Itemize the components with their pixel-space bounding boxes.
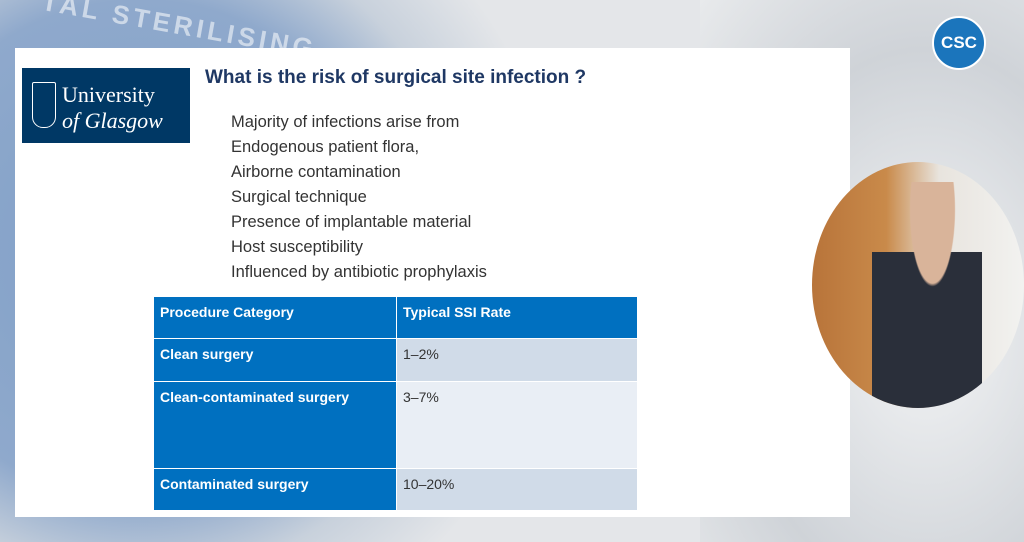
- header-row: Procedure Category Typical SSI Rate: [153, 296, 638, 339]
- university-logo: University of Glasgow: [22, 68, 190, 143]
- logo-text: University: [62, 82, 155, 107]
- table-row: Clean surgery 1–2%: [153, 338, 638, 382]
- table-row: Clean-contaminated surgery 3–7%: [153, 381, 638, 469]
- bullet: Majority of infections arise from: [231, 113, 460, 131]
- table-cell: 10–20%: [396, 468, 638, 511]
- bullet-list: Majority of infections arise from Endogen…: [231, 110, 487, 285]
- bullet: Airborne contamination: [231, 163, 401, 181]
- speaker-video: [812, 162, 1024, 408]
- csc-badge: CSC: [932, 16, 986, 70]
- table-cell: 1–2%: [396, 338, 638, 382]
- bullet: Influenced by antibiotic prophylaxis: [231, 263, 487, 281]
- ssi-table: Procedure Category Typical SSI Rate Clean …: [153, 296, 638, 511]
- slide: University of Glasgow What is the risk o…: [15, 48, 850, 517]
- table-row: Contaminated surgery 10–20%: [153, 468, 638, 511]
- speaker: [872, 182, 982, 408]
- table-cell: Contaminated surgery: [153, 468, 397, 511]
- slide-title: What is the risk of surgical site infect…: [205, 67, 587, 88]
- logo-text: of Glasgow: [62, 108, 163, 133]
- table-cell: Clean surgery: [153, 338, 397, 382]
- header-cell: Procedure Category: [153, 296, 397, 339]
- table-cell: 3–7%: [396, 381, 638, 469]
- bullet: Surgical technique: [231, 188, 367, 206]
- table-cell: Clean-contaminated surgery: [153, 381, 397, 469]
- header-cell: Typical SSI Rate: [396, 296, 638, 339]
- crest: [32, 82, 56, 128]
- bullet: Presence of implantable material: [231, 213, 472, 231]
- bullet: Host susceptibility: [231, 238, 364, 256]
- bullet: Endogenous patient flora,: [231, 138, 420, 156]
